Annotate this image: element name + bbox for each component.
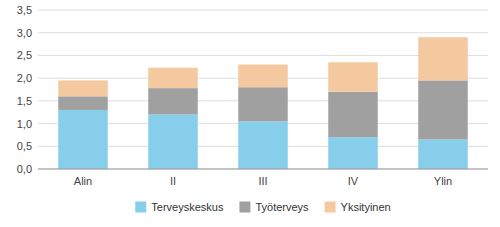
chart: 0,00,51,01,52,02,53,03,5AlinIIIIIIVYlinT… <box>0 0 500 227</box>
y-axis: 0,0 0,5 1,0 1,5 2,0 2,5 3,0 3,5 <box>17 4 32 175</box>
y-tick-label: 0,5 <box>17 140 32 152</box>
series <box>58 37 468 96</box>
bar-segment <box>148 88 198 114</box>
legend-swatch <box>135 202 146 213</box>
bar-segment <box>328 92 378 137</box>
x-axis-line <box>38 169 488 170</box>
grid-line <box>38 10 488 11</box>
y-tick-label: 1,0 <box>17 118 32 130</box>
bar-segment <box>328 137 378 169</box>
bar-segment <box>238 121 288 169</box>
y-tick-label: 3,5 <box>17 4 32 16</box>
x-tick-label: Alin <box>74 175 92 187</box>
x-tick-label: IV <box>348 175 359 187</box>
bar-segment <box>148 114 198 169</box>
grid <box>38 10 488 169</box>
bar-segment <box>238 65 288 88</box>
y-tick-label: 1,5 <box>17 95 32 107</box>
bar-segment <box>418 80 468 139</box>
bar-segment <box>418 139 468 169</box>
bar-segment <box>148 68 198 88</box>
legend-label: Terveyskeskus <box>151 201 224 213</box>
legend-swatch <box>239 202 250 213</box>
x-tick-label: III <box>258 175 267 187</box>
x-tick-label: II <box>170 175 176 187</box>
legend: Terveyskeskus Työterveys Yksityinen <box>135 201 390 213</box>
x-axis: AlinIIIIIIVYlin <box>38 169 488 187</box>
bars <box>58 37 468 169</box>
series <box>58 80 468 139</box>
y-tick-label: 0,0 <box>17 163 32 175</box>
legend-label: Yksityinen <box>341 201 391 213</box>
legend-swatch <box>325 202 336 213</box>
bar-segment <box>58 110 108 169</box>
legend-label: Työterveys <box>255 201 309 213</box>
chart-container: 0,00,51,01,52,02,53,03,5AlinIIIIIIVYlinT… <box>0 0 500 227</box>
bar-segment <box>58 80 108 96</box>
y-tick-label: 2,5 <box>17 49 32 61</box>
y-tick-label: 2,0 <box>17 72 32 84</box>
bar-segment <box>328 62 378 92</box>
bar-segment <box>58 96 108 110</box>
x-tick-label: Ylin <box>434 175 452 187</box>
grid-line <box>38 32 488 33</box>
grid-line <box>38 169 488 170</box>
y-tick-label: 3,0 <box>17 27 32 39</box>
bar-segment <box>238 87 288 121</box>
bar-segment <box>418 37 468 80</box>
